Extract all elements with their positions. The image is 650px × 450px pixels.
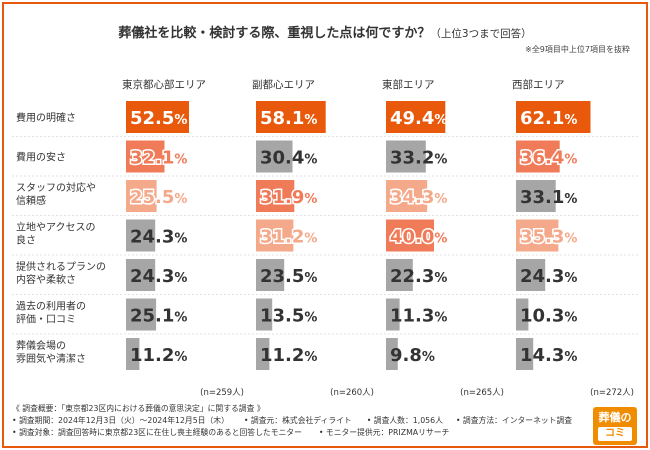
data-label: 24.3%	[130, 227, 187, 248]
data-label: 62.1%	[520, 108, 577, 129]
chart-note: ※全9項目中上位7項目を抜粋	[525, 45, 630, 54]
logo-text-top: 葬儀の	[598, 411, 632, 424]
bar	[516, 219, 559, 252]
data-label: 25.1%	[130, 306, 187, 327]
bar	[516, 101, 591, 133]
data-label: 35.3%	[520, 227, 577, 248]
bar	[516, 259, 546, 291]
data-label: 58.1%	[260, 108, 317, 129]
data-label: 31.2%	[260, 227, 317, 248]
category-label: 費用の明確さ	[16, 111, 76, 124]
sample-size: (n=265人)	[460, 388, 504, 398]
bar	[126, 180, 157, 212]
category-label: 提供されるプランの内容や柔軟さ	[16, 260, 106, 286]
logo-text-bottom: コミ	[598, 427, 632, 441]
bar	[256, 180, 295, 212]
bar	[516, 180, 556, 212]
data-label: 14.3%	[520, 345, 577, 366]
bar	[126, 219, 156, 252]
sougi-no-comi-logo: 葬儀の コミ	[593, 407, 637, 445]
bar	[126, 140, 165, 173]
footer-period: • 調査期間：2024年12月3日（火）〜2024年12月5日（木）	[12, 416, 229, 425]
footer-row-3: • 調査対象：調査回答時に東京都23区に在住し喪主経験のあると回答したモニター …	[12, 427, 572, 439]
data-label: 33.2%	[390, 148, 447, 169]
bar	[386, 140, 426, 173]
group-header: 東京都心部エリア	[122, 78, 206, 91]
data-label: 36.4%	[520, 148, 577, 169]
data-label: 30.4%	[260, 148, 317, 169]
data-label: 33.1%	[520, 187, 577, 208]
footer-title: 《 調査概要：「東京都23区内における葬儀の意思決定」に関する調査 》	[12, 404, 265, 413]
bar	[256, 259, 285, 291]
data-label: 11.2%	[260, 345, 317, 366]
data-label: 24.3%	[130, 266, 187, 287]
bar	[386, 298, 400, 331]
footer-count: • 調査人数：1,056人	[366, 416, 443, 425]
chart-title: 葬儀社を比較・検討する際、重視した点は何ですか？（上位3つまで回答）	[0, 22, 650, 41]
sample-size: (n=259人)	[200, 388, 244, 398]
category-label: 過去の利用者の評価・口コミ	[16, 301, 86, 326]
sample-size: (n=272人)	[590, 388, 634, 398]
footer-source: • 調査元：株式会社ディライト	[243, 416, 352, 425]
bar	[126, 338, 140, 370]
data-label: 11.2%	[130, 345, 187, 366]
footer-provider: • モニター提供元：PRIZMAリサーチ	[318, 428, 450, 437]
bar	[386, 259, 413, 291]
data-label: 10.3%	[520, 306, 577, 327]
bar	[256, 219, 294, 252]
bar	[386, 219, 434, 252]
footer-target: • 調査対象：調査回答時に東京都23区に在住し喪主経験のあると回答したモニター	[12, 428, 302, 437]
bar	[386, 338, 398, 370]
group-header: 副都心エリア	[252, 79, 315, 91]
bar	[256, 298, 273, 331]
footer-row-2: • 調査期間：2024年12月3日（火）〜2024年12月5日（木） • 調査元…	[12, 415, 572, 427]
category-label: 費用の安さ	[16, 151, 66, 164]
data-label: 22.3%	[390, 266, 447, 287]
data-label: 23.5%	[260, 266, 317, 287]
category-label: スタッフの対応や信頼感	[16, 181, 96, 207]
data-label: 25.5%	[130, 187, 187, 208]
data-label: 40.0%	[390, 227, 447, 248]
category-label: 立地やアクセスの良さ	[16, 221, 96, 247]
bar	[256, 140, 293, 173]
data-label: 13.5%	[260, 306, 317, 327]
bar	[256, 101, 326, 133]
bar	[516, 338, 534, 370]
data-label: 24.3%	[520, 266, 577, 287]
data-label: 49.4%	[390, 108, 447, 129]
footer-method: • 調査方法：インターネット調査	[455, 416, 573, 425]
bar	[126, 259, 156, 291]
data-label: 52.5%	[130, 108, 187, 129]
sample-size: (n=260人)	[330, 388, 374, 398]
chart-title-main: 葬儀社を比較・検討する際、重視した点は何ですか？	[118, 26, 431, 41]
bar	[126, 298, 157, 331]
bar	[516, 140, 560, 173]
data-label: 9.8%	[390, 345, 435, 366]
group-header: 東部エリア	[382, 78, 435, 91]
bar	[126, 101, 189, 133]
data-label: 32.1%	[130, 148, 187, 169]
bar	[386, 180, 428, 212]
data-label: 34.3%	[390, 187, 447, 208]
bar	[516, 298, 529, 331]
category-label: 葬儀会場の雰囲気や清潔さ	[16, 339, 86, 365]
group-header: 西部エリア	[512, 78, 565, 91]
data-label: 11.3%	[390, 306, 447, 327]
bar	[256, 338, 270, 370]
bar	[386, 101, 446, 133]
chart-title-sub: （上位3つまで回答）	[430, 28, 532, 40]
data-label: 31.9%	[260, 187, 317, 208]
survey-footer: 《 調査概要：「東京都23区内における葬儀の意思決定」に関する調査 》 • 調査…	[12, 403, 572, 439]
